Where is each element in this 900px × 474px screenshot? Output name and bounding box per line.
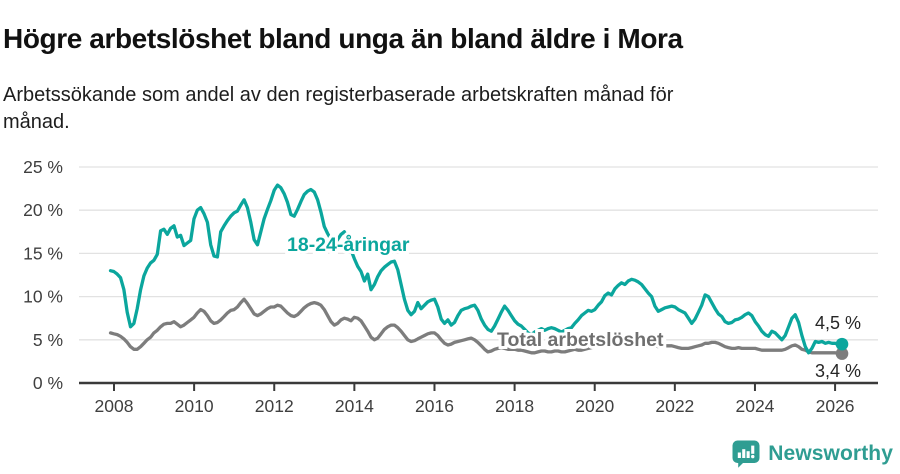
x-tick-label: 2022 bbox=[655, 396, 694, 416]
x-tick-label: 2016 bbox=[415, 396, 454, 416]
end-value-label-18-24: 4,5 % bbox=[815, 313, 861, 333]
x-tick-label: 2014 bbox=[335, 396, 374, 416]
series-label-18-24: 18-24-åringar bbox=[287, 233, 410, 256]
end-value-label-total: 3,4 % bbox=[815, 361, 861, 381]
y-tick-label: 15 % bbox=[23, 243, 63, 263]
y-tick-label: 10 % bbox=[23, 287, 63, 307]
x-tick-label: 2024 bbox=[735, 396, 774, 416]
y-tick-label: 25 % bbox=[23, 157, 63, 177]
x-tick-label: 2026 bbox=[816, 396, 855, 416]
x-tick-label: 2012 bbox=[255, 396, 294, 416]
newsworthy-logo: Newsworthy bbox=[731, 439, 893, 469]
brand-wordmark: Newsworthy bbox=[768, 442, 893, 465]
series-line-total-end-dot bbox=[835, 347, 849, 360]
series-label-total: Total arbetslöshet bbox=[497, 329, 664, 351]
exclamation-dot bbox=[751, 454, 755, 459]
x-tick-label: 2008 bbox=[95, 396, 134, 416]
page-title: Högre arbetslöshet bland unga än bland ä… bbox=[3, 22, 683, 54]
x-tick-label: 2018 bbox=[495, 396, 534, 416]
bar-3 bbox=[746, 451, 750, 458]
bar-1 bbox=[738, 452, 742, 458]
bar-chart-speech-bubble-icon bbox=[732, 440, 760, 468]
x-tick-label: 2010 bbox=[175, 396, 214, 416]
series-line-18-24 bbox=[108, 183, 844, 355]
y-tick-label: 5 % bbox=[33, 330, 63, 350]
bar-2 bbox=[742, 449, 746, 458]
x-tick-label: 2020 bbox=[575, 396, 614, 416]
series-line-total bbox=[108, 297, 844, 356]
y-tick-label: 20 % bbox=[23, 200, 63, 220]
speech-bubble-shape bbox=[732, 440, 760, 468]
chart-subtitle: Arbetssökande som andel av den registerb… bbox=[3, 84, 674, 133]
exclamation-stem bbox=[751, 445, 755, 454]
series-line-18-24-end-dot bbox=[835, 337, 849, 351]
y-tick-label: 0 % bbox=[33, 373, 63, 393]
